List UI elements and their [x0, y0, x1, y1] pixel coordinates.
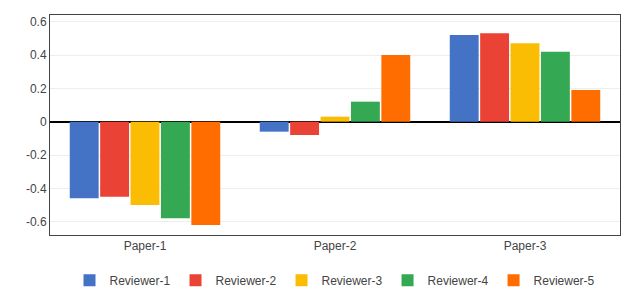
svg-text:-0.6: -0.6	[26, 215, 47, 229]
svg-text:Reviewer-4: Reviewer-4	[428, 274, 489, 288]
svg-text:0: 0	[40, 115, 47, 129]
svg-text:-0.4: -0.4	[26, 182, 47, 196]
svg-text:0.2: 0.2	[30, 82, 47, 96]
svg-text:Reviewer-5: Reviewer-5	[534, 274, 595, 288]
svg-text:Paper-1: Paper-1	[124, 239, 167, 253]
svg-text:Reviewer-1: Reviewer-1	[110, 274, 171, 288]
svg-text:Paper-3: Paper-3	[504, 239, 547, 253]
svg-text:Paper-2: Paper-2	[314, 239, 357, 253]
svg-text:Reviewer-3: Reviewer-3	[322, 274, 383, 288]
svg-text:0.4: 0.4	[30, 48, 47, 62]
svg-text:-0.2: -0.2	[26, 148, 47, 162]
svg-text:Reviewer-2: Reviewer-2	[216, 274, 277, 288]
svg-text:0.6: 0.6	[30, 15, 47, 29]
